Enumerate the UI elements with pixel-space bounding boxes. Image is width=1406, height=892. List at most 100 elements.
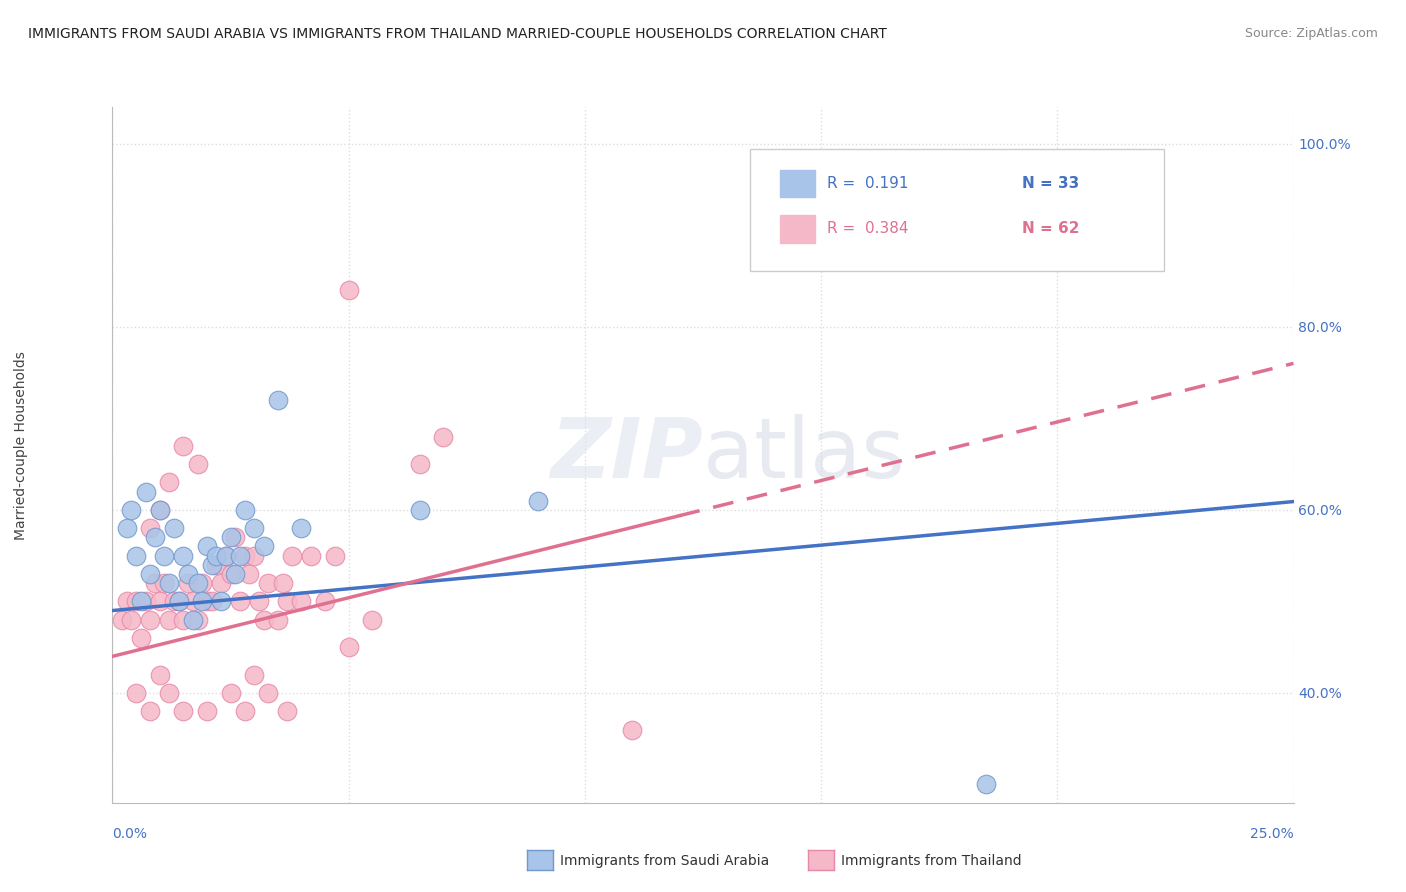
Bar: [780, 169, 815, 197]
Point: [157, 613, 180, 627]
Point: [143, 576, 166, 591]
Point: [125, 686, 148, 700]
Point: [233, 704, 256, 718]
Point: [238, 566, 260, 581]
Text: R =  0.191: R = 0.191: [827, 176, 908, 191]
Point: [139, 704, 162, 718]
Point: [219, 530, 242, 544]
Point: [172, 613, 194, 627]
Point: [621, 723, 644, 737]
Point: [163, 521, 186, 535]
Point: [139, 613, 162, 627]
Point: [186, 576, 208, 591]
Point: [149, 503, 172, 517]
Point: [135, 594, 157, 608]
Text: IMMIGRANTS FROM SAUDI ARABIA VS IMMIGRANTS FROM THAILAND MARRIED-COUPLE HOUSEHOL: IMMIGRANTS FROM SAUDI ARABIA VS IMMIGRAN…: [28, 27, 887, 41]
Point: [205, 558, 228, 572]
Point: [157, 686, 180, 700]
Point: [191, 594, 214, 608]
Point: [115, 594, 138, 608]
Point: [135, 484, 157, 499]
Point: [219, 566, 242, 581]
Point: [149, 667, 172, 681]
Point: [125, 594, 148, 608]
Point: [157, 576, 180, 591]
Text: Immigrants from Saudi Arabia: Immigrants from Saudi Arabia: [560, 854, 769, 868]
Text: R =  0.384: R = 0.384: [827, 221, 908, 236]
Point: [195, 704, 218, 718]
Point: [243, 667, 266, 681]
Point: [111, 613, 134, 627]
Point: [271, 576, 294, 591]
Text: Source: ZipAtlas.com: Source: ZipAtlas.com: [1244, 27, 1378, 40]
Point: [253, 613, 276, 627]
Point: [267, 392, 290, 407]
Point: [229, 549, 252, 563]
Point: [172, 549, 194, 563]
Point: [976, 777, 998, 791]
Point: [177, 576, 200, 591]
Point: [408, 457, 430, 471]
Point: [247, 594, 270, 608]
Point: [215, 549, 238, 563]
Point: [181, 613, 204, 627]
Point: [219, 686, 242, 700]
Point: [290, 594, 312, 608]
Point: [337, 283, 360, 297]
Point: [215, 549, 238, 563]
Point: [526, 493, 548, 508]
Point: [186, 457, 208, 471]
Point: [129, 631, 152, 645]
Point: [205, 549, 228, 563]
Point: [201, 594, 224, 608]
Point: [209, 594, 232, 608]
Point: [224, 530, 246, 544]
Text: atlas: atlas: [703, 415, 904, 495]
Point: [163, 594, 186, 608]
Point: [186, 613, 208, 627]
Point: [290, 521, 312, 535]
Point: [153, 549, 176, 563]
Point: [257, 686, 280, 700]
Point: [299, 549, 322, 563]
Text: Immigrants from Thailand: Immigrants from Thailand: [841, 854, 1021, 868]
Point: [157, 475, 180, 490]
Point: [243, 549, 266, 563]
Text: N = 33: N = 33: [1022, 176, 1080, 191]
Point: [195, 540, 218, 554]
Point: [323, 549, 346, 563]
Point: [143, 530, 166, 544]
FancyBboxPatch shape: [751, 149, 1164, 270]
Point: [253, 540, 276, 554]
Point: [361, 613, 384, 627]
Text: N = 62: N = 62: [1022, 221, 1080, 236]
Point: [181, 594, 204, 608]
Point: [149, 594, 172, 608]
Bar: [780, 215, 815, 243]
Point: [337, 640, 360, 655]
Point: [224, 566, 246, 581]
Point: [115, 521, 138, 535]
Point: [408, 503, 430, 517]
Point: [172, 439, 194, 453]
Text: Married-couple Households: Married-couple Households: [14, 351, 28, 541]
Text: ZIP: ZIP: [550, 415, 703, 495]
Point: [191, 576, 214, 591]
Point: [229, 594, 252, 608]
Point: [281, 549, 304, 563]
Point: [276, 704, 298, 718]
Point: [139, 521, 162, 535]
Point: [120, 503, 142, 517]
Point: [432, 429, 454, 443]
Point: [276, 594, 298, 608]
Point: [153, 576, 176, 591]
Point: [314, 594, 336, 608]
Point: [177, 566, 200, 581]
Point: [167, 594, 190, 608]
Point: [201, 558, 224, 572]
Point: [267, 613, 290, 627]
Point: [257, 576, 280, 591]
Text: 0.0%: 0.0%: [112, 828, 148, 841]
Point: [139, 566, 162, 581]
Point: [195, 594, 218, 608]
